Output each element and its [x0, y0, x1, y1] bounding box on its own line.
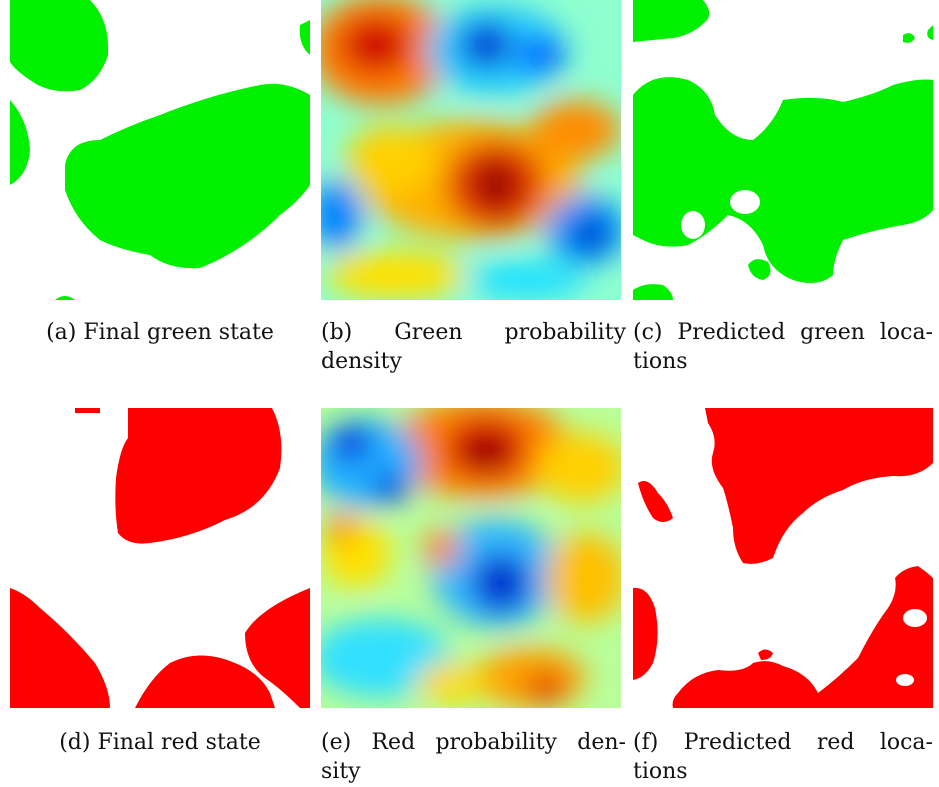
caption-d: (d) Final red state: [10, 728, 310, 757]
panel-predicted-red-locations: [633, 408, 933, 708]
panel-red-probability-density: [321, 408, 621, 708]
caption-f-line-2: tions: [633, 759, 688, 784]
caption-b-line-1: (b) Green probability: [321, 320, 626, 345]
predicted-green-locations-image: [633, 0, 933, 300]
predicted-red-locations-image: [633, 408, 933, 708]
final-red-state-image: [10, 408, 310, 708]
caption-f-line-1: (f) Predicted red loca-: [633, 730, 933, 755]
caption-b-line-2: density: [321, 349, 402, 374]
caption-c-line-2: tions: [633, 349, 688, 374]
green-probability-density-image: [321, 0, 621, 300]
caption-e: (e) Red probability den- sity: [321, 728, 626, 786]
caption-c-line-1: (c) Predicted green loca-: [633, 320, 933, 345]
caption-e-line-1: (e) Red probability den-: [321, 730, 626, 755]
panel-green-probability-density: [321, 0, 621, 300]
panel-final-green-state: [10, 0, 310, 300]
panel-predicted-green-locations: [633, 0, 933, 300]
caption-a: (a) Final green state: [10, 318, 310, 347]
red-probability-density-image: [321, 408, 621, 708]
caption-b: (b) Green probability density: [321, 318, 626, 376]
panel-final-red-state: [10, 408, 310, 708]
caption-c: (c) Predicted green loca- tions: [633, 318, 933, 376]
caption-e-line-2: sity: [321, 759, 361, 784]
caption-f: (f) Predicted red loca- tions: [633, 728, 933, 786]
caption-a-line-1: (a) Final green state: [46, 320, 274, 345]
caption-d-line-1: (d) Final red state: [59, 730, 261, 755]
final-green-state-image: [10, 0, 310, 300]
